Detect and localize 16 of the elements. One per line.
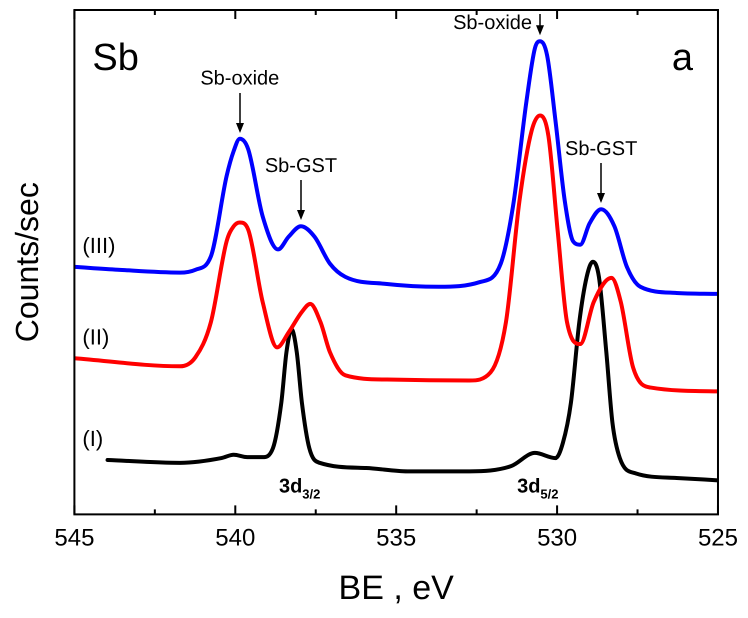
x-tick-label: 535 [376,524,416,552]
annotation: a [672,37,694,79]
x-tick-label: 540 [215,524,256,552]
series-label: (II) [82,324,110,350]
y-axis-title: Counts/sec [9,182,46,342]
annotation: Sb-GST [264,155,338,178]
annotation: Sb-oxide [200,68,280,90]
series-label: (III) [82,232,116,258]
x-tick-label: 530 [537,524,578,552]
x-tick-label: 525 [698,524,738,552]
x-tick-label: 545 [54,524,94,552]
series-label: (I) [82,426,104,451]
annotation: Sb-GST [565,138,638,160]
annotation: Sb-oxide [453,12,532,34]
annotation: Sb [92,37,139,79]
x-axis-title: BE , eV [338,568,454,607]
